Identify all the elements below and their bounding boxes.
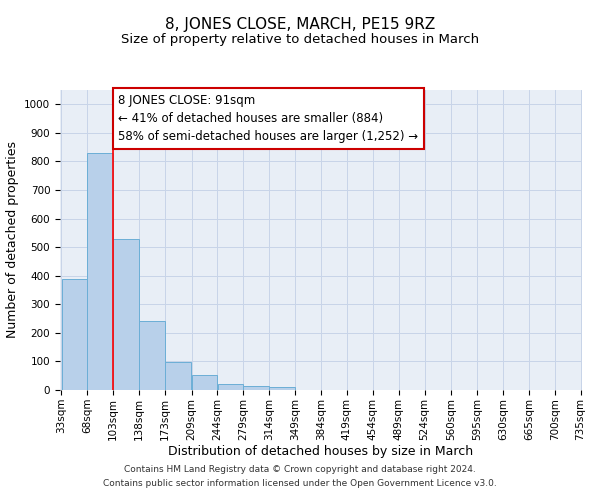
Text: Contains HM Land Registry data © Crown copyright and database right 2024.
Contai: Contains HM Land Registry data © Crown c… — [103, 466, 497, 487]
Text: Size of property relative to detached houses in March: Size of property relative to detached ho… — [121, 32, 479, 46]
Bar — [88, 153, 113, 390]
X-axis label: Distribution of detached houses by size in March: Distribution of detached houses by size … — [169, 446, 473, 458]
Text: 8 JONES CLOSE: 91sqm
← 41% of detached houses are smaller (884)
58% of semi-deta: 8 JONES CLOSE: 91sqm ← 41% of detached h… — [118, 94, 419, 144]
Bar — [192, 375, 217, 390]
Bar — [139, 322, 165, 390]
Bar — [165, 362, 191, 390]
Bar — [113, 238, 139, 390]
Bar — [244, 386, 269, 390]
Bar — [269, 387, 295, 390]
Bar — [218, 384, 243, 390]
Text: 8, JONES CLOSE, MARCH, PE15 9RZ: 8, JONES CLOSE, MARCH, PE15 9RZ — [165, 18, 435, 32]
Y-axis label: Number of detached properties: Number of detached properties — [5, 142, 19, 338]
Bar — [62, 278, 87, 390]
